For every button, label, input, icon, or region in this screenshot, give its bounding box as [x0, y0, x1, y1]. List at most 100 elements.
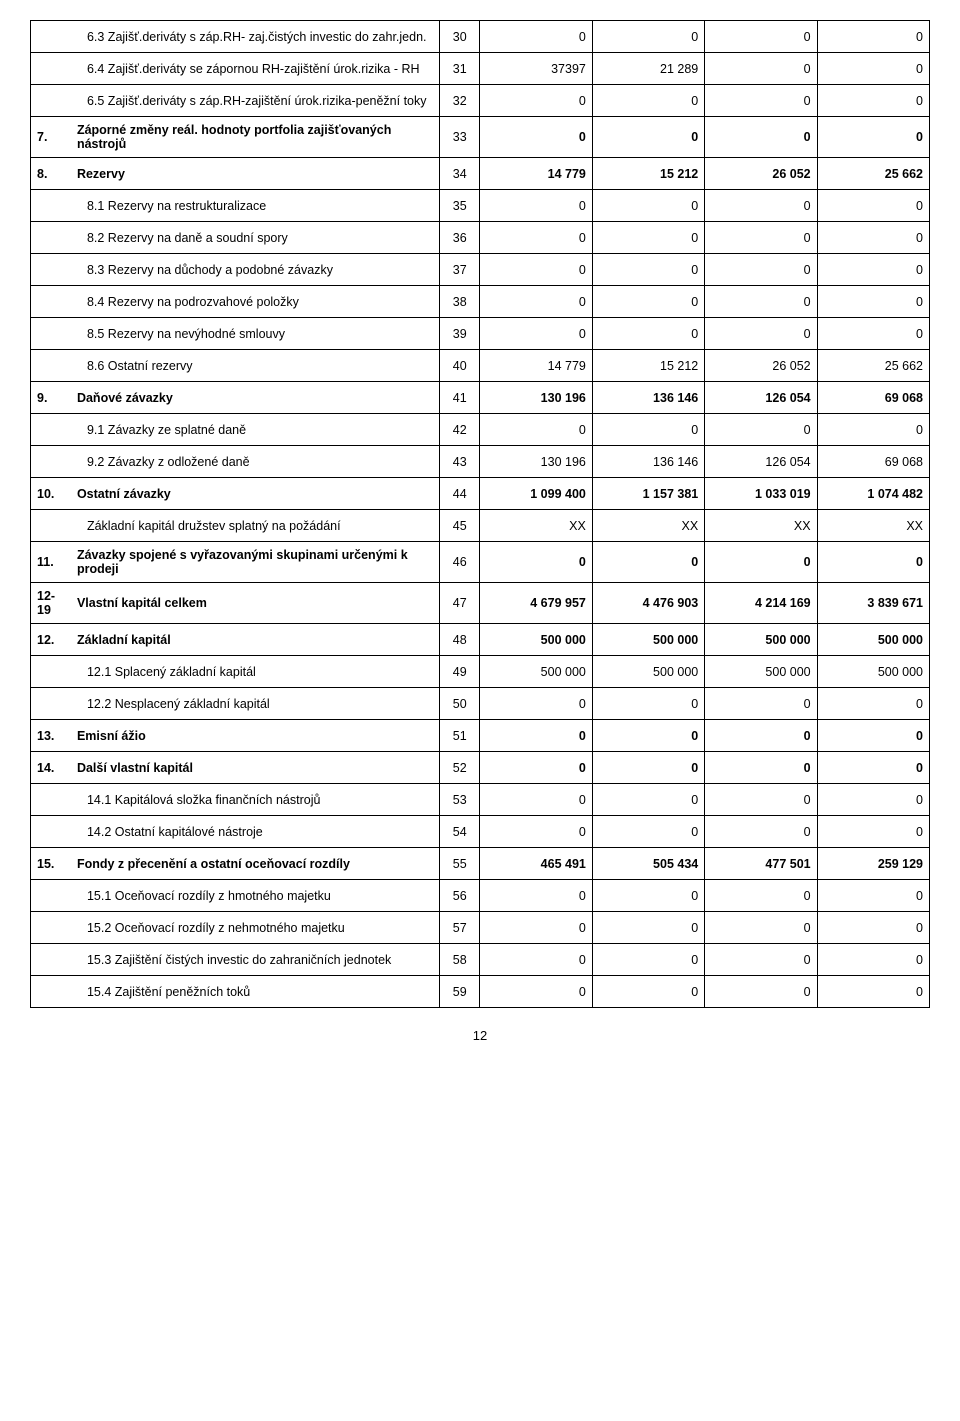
row-number: 7.: [31, 117, 71, 158]
row-line: 42: [440, 414, 480, 446]
row-value-2: 0: [592, 117, 704, 158]
row-value-4: 0: [817, 912, 929, 944]
row-label: 15.3 Zajištění čistých investic do zahra…: [71, 944, 440, 976]
row-value-1: 14 779: [480, 158, 592, 190]
row-value-4: 0: [817, 784, 929, 816]
row-line: 52: [440, 752, 480, 784]
row-value-3: 126 054: [705, 382, 817, 414]
row-value-3: 0: [705, 720, 817, 752]
row-value-4: 0: [817, 976, 929, 1008]
row-value-3: 0: [705, 318, 817, 350]
row-label: Daňové závazky: [71, 382, 440, 414]
row-value-2: 0: [592, 784, 704, 816]
row-number: [31, 510, 71, 542]
row-label: 6.5 Zajišť.deriváty s záp.RH-zajištění ú…: [71, 85, 440, 117]
row-value-1: 130 196: [480, 382, 592, 414]
row-value-3: 0: [705, 816, 817, 848]
row-value-4: 0: [817, 254, 929, 286]
row-value-3: 0: [705, 53, 817, 85]
row-value-3: 0: [705, 944, 817, 976]
row-number: 9.: [31, 382, 71, 414]
row-value-4: 0: [817, 880, 929, 912]
row-value-4: 500 000: [817, 624, 929, 656]
row-number: 13.: [31, 720, 71, 752]
row-line: 55: [440, 848, 480, 880]
row-value-2: 0: [592, 912, 704, 944]
table-row: 15.Fondy z přecenění a ostatní oceňovací…: [31, 848, 930, 880]
row-number: [31, 912, 71, 944]
row-value-4: 0: [817, 190, 929, 222]
row-line: 39: [440, 318, 480, 350]
row-value-1: 14 779: [480, 350, 592, 382]
row-number: [31, 816, 71, 848]
row-value-4: 3 839 671: [817, 583, 929, 624]
table-row: 14.Další vlastní kapitál520000: [31, 752, 930, 784]
row-number: [31, 414, 71, 446]
row-number: 10.: [31, 478, 71, 510]
row-value-2: 1 157 381: [592, 478, 704, 510]
row-number: 15.: [31, 848, 71, 880]
row-value-2: 0: [592, 21, 704, 53]
row-number: [31, 21, 71, 53]
row-number: 14.: [31, 752, 71, 784]
row-number: [31, 350, 71, 382]
row-value-2: 0: [592, 85, 704, 117]
row-number: [31, 53, 71, 85]
row-value-3: 0: [705, 880, 817, 912]
row-value-2: 0: [592, 880, 704, 912]
row-label: 8.3 Rezervy na důchody a podobné závazky: [71, 254, 440, 286]
row-value-3: 0: [705, 222, 817, 254]
table-row: 10.Ostatní závazky441 099 4001 157 3811 …: [31, 478, 930, 510]
row-value-1: 0: [480, 85, 592, 117]
row-label: 12.1 Splacený základní kapitál: [71, 656, 440, 688]
row-value-2: 15 212: [592, 158, 704, 190]
row-value-3: 0: [705, 21, 817, 53]
row-value-1: 0: [480, 222, 592, 254]
row-value-2: 136 146: [592, 382, 704, 414]
row-line: 49: [440, 656, 480, 688]
row-value-4: 0: [817, 816, 929, 848]
table-row: 15.3 Zajištění čistých investic do zahra…: [31, 944, 930, 976]
row-value-3: 500 000: [705, 624, 817, 656]
row-value-2: 0: [592, 222, 704, 254]
row-label: Ostatní závazky: [71, 478, 440, 510]
row-number: 8.: [31, 158, 71, 190]
table-row: 15.4 Zajištění peněžních toků590000: [31, 976, 930, 1008]
row-number: [31, 784, 71, 816]
row-value-4: 1 074 482: [817, 478, 929, 510]
row-value-2: 505 434: [592, 848, 704, 880]
row-number: [31, 190, 71, 222]
table-row: 6.5 Zajišť.deriváty s záp.RH-zajištění ú…: [31, 85, 930, 117]
row-value-1: 0: [480, 190, 592, 222]
row-line: 48: [440, 624, 480, 656]
row-line: 47: [440, 583, 480, 624]
row-value-4: 0: [817, 85, 929, 117]
table-row: 12.Základní kapitál48500 000500 000500 0…: [31, 624, 930, 656]
row-value-2: 0: [592, 318, 704, 350]
row-number: [31, 222, 71, 254]
row-value-4: 0: [817, 542, 929, 583]
row-value-1: 0: [480, 688, 592, 720]
table-row: 8.4 Rezervy na podrozvahové položky38000…: [31, 286, 930, 318]
row-value-1: 0: [480, 117, 592, 158]
row-value-3: 0: [705, 254, 817, 286]
row-label: 12.2 Nesplacený základní kapitál: [71, 688, 440, 720]
row-value-2: 4 476 903: [592, 583, 704, 624]
table-row: 8.5 Rezervy na nevýhodné smlouvy390000: [31, 318, 930, 350]
table-row: 8.6 Ostatní rezervy4014 77915 21226 0522…: [31, 350, 930, 382]
row-value-3: 0: [705, 85, 817, 117]
row-label: 15.1 Oceňovací rozdíly z hmotného majetk…: [71, 880, 440, 912]
row-line: 36: [440, 222, 480, 254]
row-value-4: 0: [817, 414, 929, 446]
row-value-4: 500 000: [817, 656, 929, 688]
row-line: 33: [440, 117, 480, 158]
row-number: 11.: [31, 542, 71, 583]
row-line: 30: [440, 21, 480, 53]
row-value-2: 0: [592, 414, 704, 446]
row-value-4: 0: [817, 222, 929, 254]
row-number: [31, 656, 71, 688]
row-value-4: 0: [817, 117, 929, 158]
row-line: 43: [440, 446, 480, 478]
row-label: 6.4 Zajišť.deriváty se zápornou RH-zajiš…: [71, 53, 440, 85]
row-value-4: 259 129: [817, 848, 929, 880]
